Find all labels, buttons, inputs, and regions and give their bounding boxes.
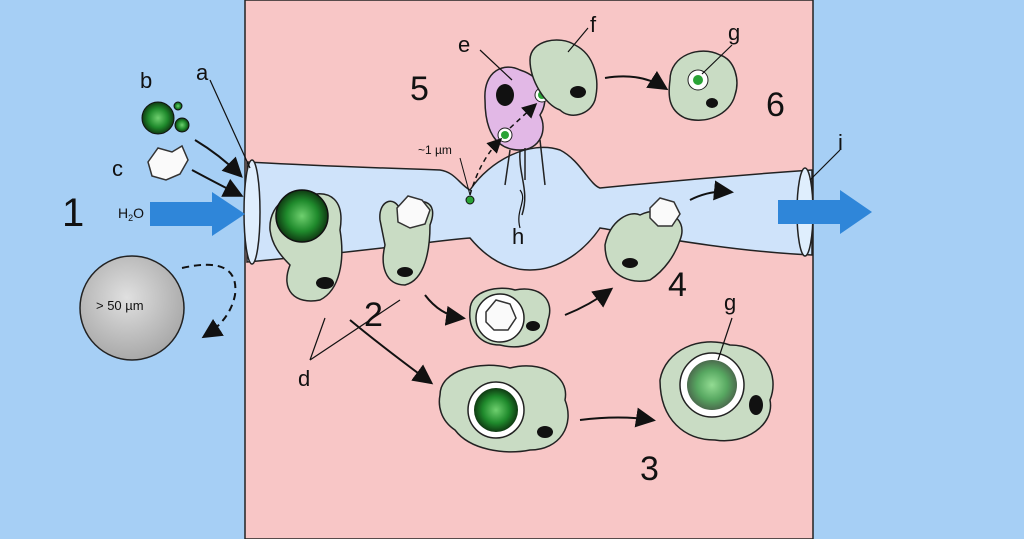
label-b: b [140, 68, 152, 93]
engulfed-algae-1 [275, 189, 329, 243]
label-f: f [590, 12, 597, 37]
label-d: d [298, 366, 310, 391]
algae-particle-large [141, 101, 175, 135]
size-large-label: > 50 µm [96, 298, 144, 313]
step-2: 2 [364, 296, 383, 334]
algae-particle-small [174, 117, 190, 133]
step-1: 1 [62, 191, 84, 235]
label-a: a [196, 60, 209, 85]
step-5: 5 [410, 70, 429, 108]
step-6: 6 [766, 86, 785, 124]
label-g-bottom: g [724, 290, 736, 315]
label-e: e [458, 32, 470, 57]
outflow-arrow [778, 190, 872, 234]
label-g-top: g [728, 20, 740, 45]
size-small-label: ~1 µm [418, 143, 452, 157]
large-particle [79, 255, 185, 361]
step-3: 3 [640, 450, 659, 488]
mineral-particle [147, 144, 189, 181]
label-h: h [512, 224, 524, 249]
label-c: c [112, 156, 123, 181]
step-4: 4 [668, 266, 687, 304]
label-i: i [838, 130, 843, 155]
inhalant-pore [243, 159, 261, 265]
water-label: H2O [118, 205, 144, 223]
algae-particle-tiny [173, 101, 183, 111]
inflow-arrow [150, 192, 245, 236]
